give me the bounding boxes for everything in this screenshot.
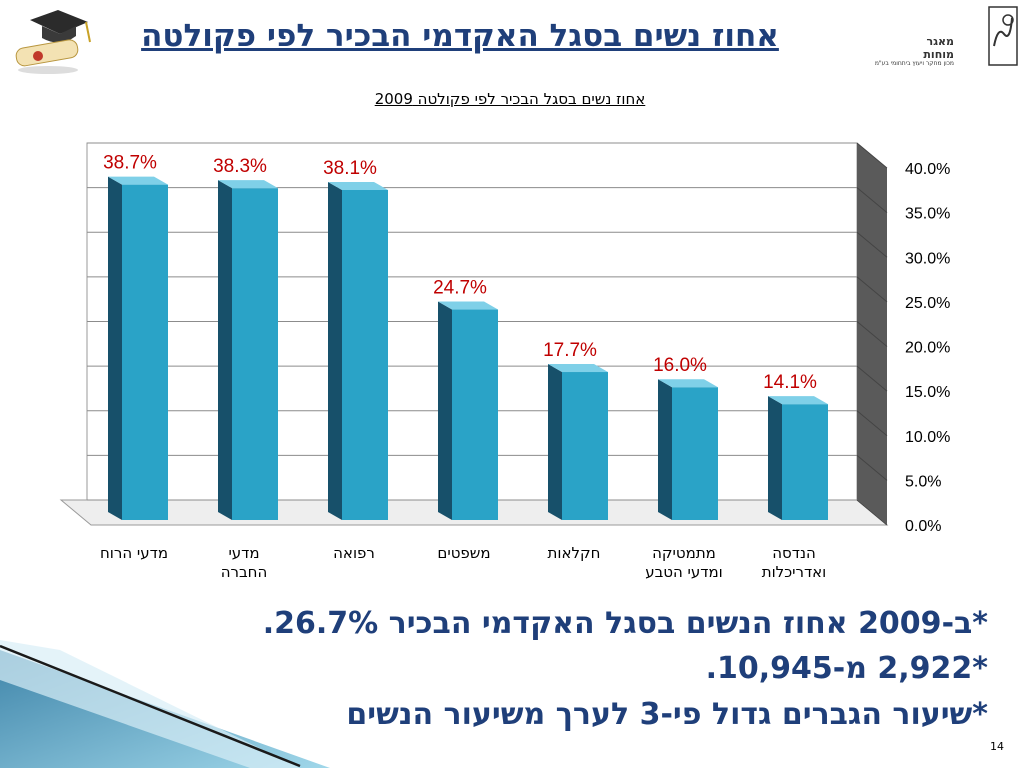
gridline-side <box>856 499 888 526</box>
slide-title: אחוז נשים בסגל האקדמי הבכיר לפי פקולטה <box>141 18 779 54</box>
bar-value-label: 38.3% <box>213 156 267 177</box>
y-tick-label: 5.0% <box>905 473 941 490</box>
bar-top <box>548 364 608 373</box>
bar-value-label: 17.7% <box>543 340 597 361</box>
bullet-2: *2,922 מ-10,945. <box>705 651 988 686</box>
decorative-swoosh <box>0 640 330 768</box>
category-label: מדעי <box>228 544 259 562</box>
bar-side <box>108 176 122 521</box>
logo-line-3: מכון מחקר ויעוץ ביתחומי בע"מ <box>874 60 954 68</box>
category-label: ואדריכלות <box>762 563 827 581</box>
gridline-side <box>856 365 888 392</box>
y-tick-label: 0.0% <box>905 518 941 535</box>
category-label: ומדעי הטבע <box>645 563 723 581</box>
bar <box>452 309 498 520</box>
bar-chart: 0.0% 5.0% 10.0% 15.0% 20.0% 25.0% 30.0% 35.0% 40… <box>59 142 950 581</box>
y-tick-label: 35.0% <box>905 206 950 223</box>
category-label: הנדסה <box>772 544 816 562</box>
logo-line-2: מוחות <box>923 47 954 61</box>
gridline-side <box>856 321 888 347</box>
page-number: 14 <box>990 740 1004 753</box>
bar-top <box>218 180 278 189</box>
category-label: רפואה <box>333 544 375 562</box>
bar-side <box>218 180 232 521</box>
y-tick-label: 40.0% <box>905 161 950 178</box>
bar-value-label: 38.7% <box>103 153 157 174</box>
category-label: משפטים <box>437 544 490 562</box>
bar <box>672 387 718 520</box>
bar-value-label: 24.7% <box>433 278 487 299</box>
gridline-side <box>856 231 888 258</box>
bar-side <box>328 181 342 520</box>
category-label: מדעי הרוח <box>100 544 168 562</box>
bar-top <box>768 396 828 405</box>
bullet-1: *ב-2009 אחוז הנשים בסגל האקדמי הבכיר 26.… <box>262 606 988 641</box>
bar <box>562 372 608 520</box>
y-tick-label: 20.0% <box>905 340 950 357</box>
bar <box>122 184 168 521</box>
y-tick-label: 10.0% <box>905 429 950 446</box>
bar-side <box>548 364 562 520</box>
bar <box>232 188 278 521</box>
gridline-side <box>856 276 888 303</box>
category-label: חקלאות <box>548 544 601 562</box>
bullet-3: *שיעור הגברים גדול פי-3 לערך משיעור הנשי… <box>346 697 988 732</box>
bar-side <box>438 301 452 520</box>
bar-value-label: 16.0% <box>653 355 707 376</box>
bar-value-label: 38.1% <box>323 158 377 179</box>
logo-line-1: מאגר <box>926 35 954 48</box>
bar-top <box>658 379 718 388</box>
brain-logo-icon <box>988 6 1018 66</box>
chart-title: אחוז נשים בסגל הבכיר לפי פקולטה 2009 <box>374 90 646 108</box>
gridline-side <box>856 410 888 437</box>
category-label: מתמטיקה <box>652 544 716 562</box>
y-tick-label: 30.0% <box>905 250 950 267</box>
category-label: החברה <box>221 563 268 581</box>
bar-top <box>438 301 498 310</box>
y-tick-label: 25.0% <box>905 295 950 312</box>
gridline-side <box>856 142 888 169</box>
bar-top <box>108 176 168 185</box>
bar-top <box>328 181 388 190</box>
gridline-side <box>856 454 888 481</box>
gridline-side <box>856 187 888 214</box>
graduation-cap-icon <box>15 10 91 74</box>
bar <box>342 189 388 520</box>
bar-side <box>768 396 782 520</box>
bar-side <box>658 379 672 520</box>
bar <box>782 404 828 520</box>
bar-value-label: 14.1% <box>763 372 817 393</box>
logo-text: מאגר מוחות מכון מחקר ויעוץ ביתחומי בע"מ <box>868 35 954 68</box>
y-tick-label: 15.0% <box>905 384 950 401</box>
